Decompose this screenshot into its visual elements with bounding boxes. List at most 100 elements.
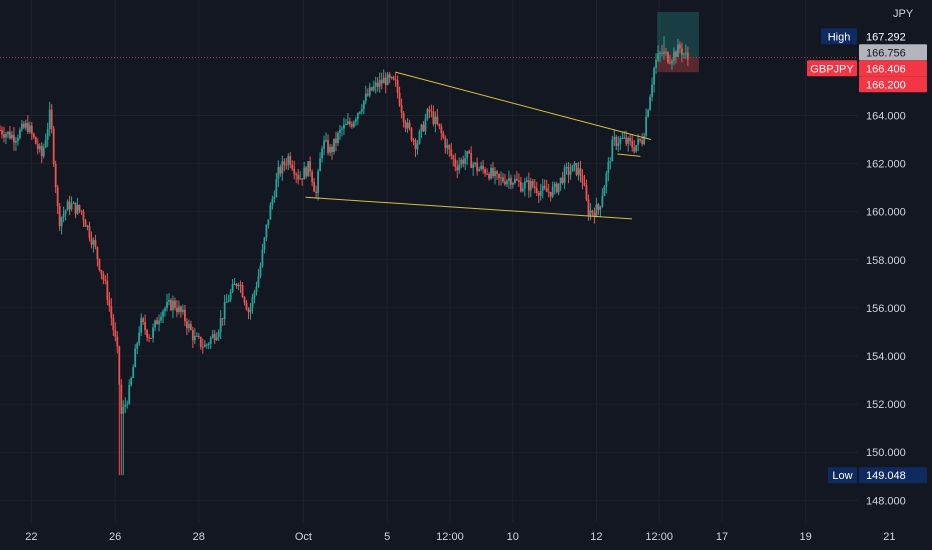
candle-body	[555, 183, 558, 193]
candle	[172, 295, 174, 319]
candle-body	[13, 134, 15, 143]
candle-body	[581, 176, 584, 183]
candle-body	[541, 185, 544, 191]
candle	[454, 153, 457, 172]
candle-body	[30, 125, 33, 134]
candle	[599, 205, 602, 217]
candle-body	[561, 177, 564, 184]
candle	[565, 162, 568, 175]
price-tag[interactable]: 166.200	[859, 76, 927, 93]
candle-body	[557, 183, 560, 193]
candle	[448, 144, 451, 157]
candle	[527, 172, 530, 198]
candle	[259, 262, 262, 279]
candle-body	[643, 135, 646, 145]
candle-body	[142, 318, 145, 323]
candle-body	[195, 335, 198, 337]
candle-body	[402, 112, 405, 123]
candle-body	[543, 185, 546, 189]
candle	[104, 275, 107, 285]
candle-body	[114, 330, 117, 337]
price-tag-layer: 167.292 High 166.756 166.406 GBPJPY 166.200 14…	[807, 28, 927, 484]
candle-body	[209, 337, 212, 345]
candle	[287, 153, 290, 171]
candle-body	[313, 182, 316, 192]
candle	[345, 119, 347, 126]
price-tick-label: 158.000	[866, 255, 906, 267]
candle	[684, 44, 687, 59]
candle-body	[239, 284, 242, 286]
candle	[655, 53, 657, 75]
candle-body	[442, 133, 445, 138]
candle	[207, 341, 210, 350]
candle-body	[289, 156, 292, 165]
candle-body	[649, 96, 651, 111]
candle	[446, 138, 449, 155]
candle	[615, 134, 618, 151]
candle	[517, 173, 520, 188]
candle	[82, 209, 85, 227]
candle-body	[1, 130, 3, 135]
candle-body	[347, 121, 349, 125]
candle	[271, 195, 274, 210]
candle	[502, 173, 504, 184]
candle	[539, 183, 542, 201]
candle-body	[603, 186, 606, 196]
price-tag[interactable]: 149.048 Low	[828, 467, 927, 484]
candle	[603, 184, 606, 197]
candle	[88, 221, 91, 242]
candle	[414, 138, 417, 158]
candle-body	[273, 196, 276, 200]
time-axis[interactable]	[0, 522, 858, 550]
candle-body	[76, 204, 79, 214]
candle	[412, 137, 415, 146]
candle	[476, 157, 479, 176]
price-tag[interactable]: 167.292 High	[821, 28, 927, 45]
candle	[118, 345, 121, 476]
candle	[611, 135, 614, 162]
candle	[291, 160, 294, 171]
candle	[631, 134, 634, 152]
candle-body	[106, 280, 109, 300]
candle-body	[476, 162, 479, 172]
candle-body	[199, 336, 202, 347]
candle	[38, 143, 41, 153]
candle	[627, 136, 630, 152]
candle	[500, 171, 502, 186]
candle-body	[567, 167, 570, 175]
price-tick-label: 160.000	[866, 207, 906, 219]
candle	[561, 172, 564, 185]
candle	[428, 105, 431, 119]
candle	[307, 161, 310, 177]
price-tag[interactable]: 166.406 GBPJPY	[807, 60, 927, 77]
candle-body	[170, 299, 172, 311]
candle	[579, 160, 582, 183]
candle-body	[374, 82, 377, 87]
time-axis-labels: 22 26 28 Oct 5 12:00 10 12 12:00 17 19 21	[25, 531, 895, 543]
candle-body	[675, 51, 677, 57]
candle	[16, 134, 19, 146]
candle-body	[32, 133, 35, 138]
candle-body	[422, 124, 425, 132]
candle	[378, 72, 381, 93]
candle	[543, 179, 546, 191]
candle	[434, 111, 437, 133]
candle	[510, 174, 512, 190]
candle	[15, 137, 17, 151]
candle	[472, 161, 475, 176]
candle-body	[619, 138, 622, 144]
candle	[519, 176, 522, 193]
candle	[217, 329, 220, 342]
price-tag[interactable]: 166.756	[859, 44, 927, 61]
candle	[251, 293, 254, 314]
candle	[247, 307, 250, 320]
candle	[36, 138, 39, 155]
candle	[400, 98, 403, 119]
candle-body	[251, 296, 254, 308]
candle	[589, 203, 592, 221]
candle	[647, 108, 650, 118]
candle-body	[406, 122, 409, 129]
candle-body	[98, 259, 101, 270]
